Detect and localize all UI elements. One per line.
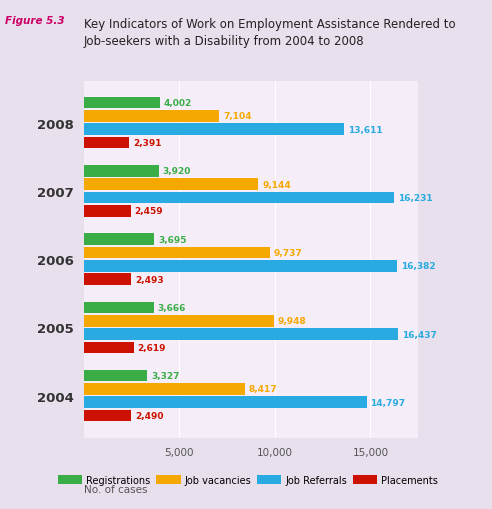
Bar bbox=[84, 111, 219, 123]
Text: 3,327: 3,327 bbox=[151, 372, 180, 380]
Bar bbox=[84, 137, 129, 149]
Text: 9,948: 9,948 bbox=[277, 317, 307, 326]
Bar bbox=[84, 124, 344, 136]
Text: 9,737: 9,737 bbox=[274, 248, 303, 258]
Text: 3,920: 3,920 bbox=[162, 167, 191, 176]
Bar bbox=[84, 261, 397, 272]
Bar bbox=[84, 342, 134, 353]
Text: 8,417: 8,417 bbox=[248, 385, 277, 393]
Bar bbox=[84, 206, 131, 217]
Legend: Registrations, Job vacancies, Job Referrals, Placements: Registrations, Job vacancies, Job Referr… bbox=[54, 471, 442, 489]
Text: 2,459: 2,459 bbox=[134, 207, 163, 216]
Text: 9,144: 9,144 bbox=[262, 180, 291, 189]
Bar bbox=[84, 98, 160, 109]
Bar bbox=[84, 234, 154, 245]
Text: 7,104: 7,104 bbox=[223, 112, 252, 121]
Text: 16,382: 16,382 bbox=[400, 262, 435, 271]
Text: 2,493: 2,493 bbox=[135, 275, 164, 284]
Bar bbox=[84, 274, 131, 286]
Bar bbox=[84, 179, 258, 190]
Bar bbox=[84, 192, 394, 204]
Text: 16,437: 16,437 bbox=[401, 330, 436, 339]
Bar bbox=[84, 397, 367, 408]
Text: 3,666: 3,666 bbox=[157, 303, 186, 313]
Text: 4,002: 4,002 bbox=[164, 99, 192, 108]
Text: 3,695: 3,695 bbox=[158, 235, 186, 244]
Bar bbox=[84, 247, 270, 259]
Text: 13,611: 13,611 bbox=[348, 126, 382, 134]
Bar bbox=[84, 410, 131, 421]
Text: 2,619: 2,619 bbox=[138, 343, 166, 352]
Bar bbox=[84, 329, 398, 340]
Text: Key Indicators of Work on Employment Assistance Rendered to
Job-seekers with a D: Key Indicators of Work on Employment Ass… bbox=[84, 18, 455, 48]
Text: 2,391: 2,391 bbox=[133, 139, 162, 148]
Bar bbox=[84, 383, 245, 395]
Bar bbox=[84, 315, 274, 327]
Bar bbox=[84, 166, 158, 177]
Text: 14,797: 14,797 bbox=[370, 398, 405, 407]
Text: Figure 5.3: Figure 5.3 bbox=[5, 16, 64, 26]
Bar bbox=[84, 302, 154, 314]
Bar bbox=[84, 370, 147, 382]
Text: 16,231: 16,231 bbox=[398, 193, 432, 203]
Text: No. of cases: No. of cases bbox=[84, 484, 147, 494]
Text: 2,490: 2,490 bbox=[135, 411, 163, 420]
